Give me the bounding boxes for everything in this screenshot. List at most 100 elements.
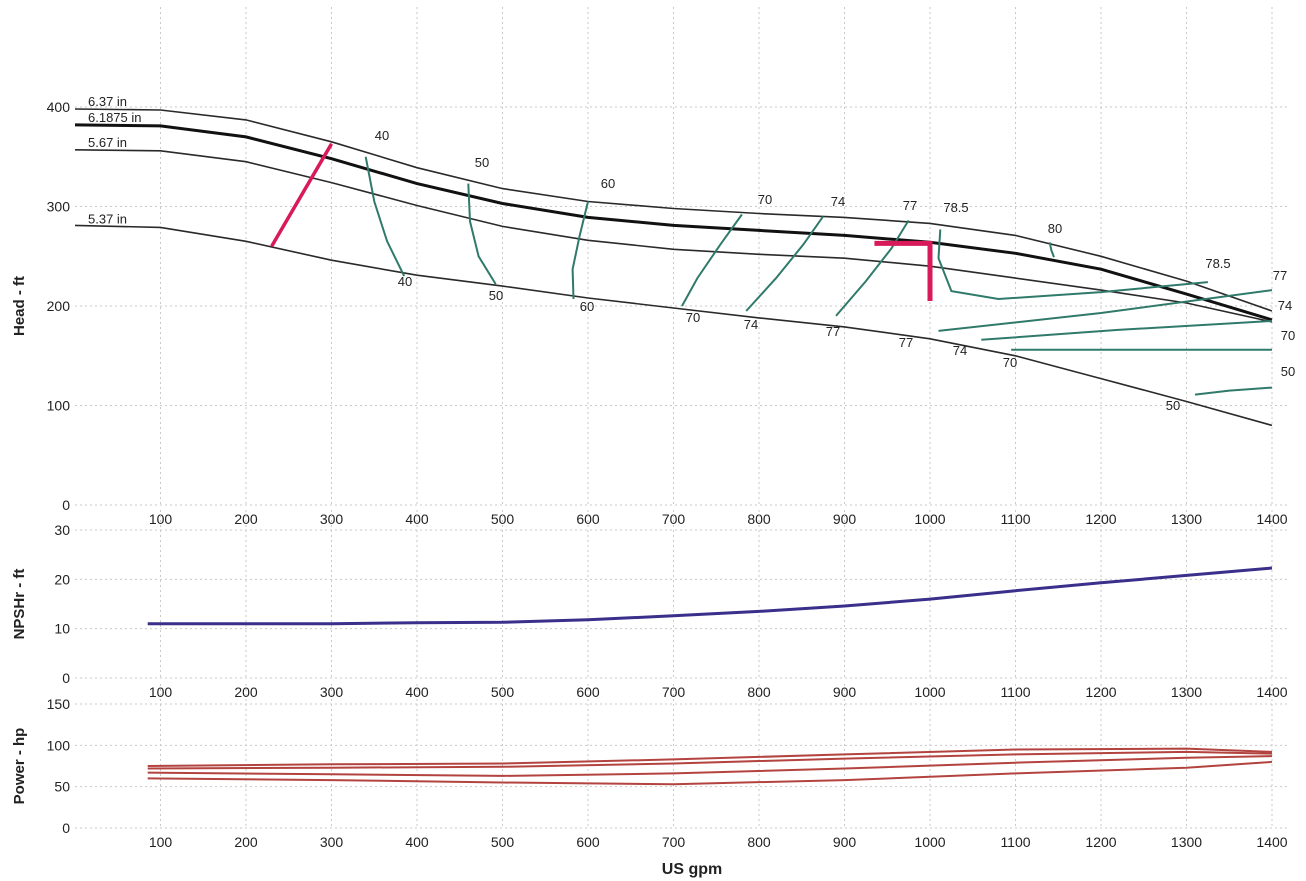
x-tick-label: 800 bbox=[747, 511, 771, 527]
power-curve bbox=[147, 750, 1273, 770]
x-tick-label: 1300 bbox=[1171, 834, 1202, 850]
y-tick-label: 100 bbox=[47, 737, 71, 753]
x-tick-label: 1200 bbox=[1085, 684, 1116, 700]
efficiency-curve bbox=[745, 215, 824, 312]
efficiency-curve bbox=[1048, 242, 1055, 258]
efficiency-label: 77 bbox=[899, 335, 913, 350]
y-tick-label: 50 bbox=[54, 779, 70, 795]
efficiency-label: 70 bbox=[758, 192, 772, 207]
impeller-curve bbox=[74, 149, 1273, 323]
x-tick-label: 700 bbox=[662, 511, 686, 527]
efficiency-curve bbox=[835, 219, 910, 317]
x-tick-label: 1000 bbox=[914, 834, 945, 850]
y-tick-label: 20 bbox=[54, 571, 70, 587]
impeller-curve bbox=[74, 224, 1273, 427]
power-curve bbox=[147, 760, 1273, 786]
operating-point-marker bbox=[874, 240, 933, 302]
y-tick-label: 200 bbox=[47, 298, 71, 314]
x-tick-label: 200 bbox=[234, 834, 258, 850]
x-tick-label: 1100 bbox=[1000, 834, 1030, 850]
impeller-label: 5.67 in bbox=[88, 135, 127, 150]
y-tick-label: 100 bbox=[47, 398, 71, 414]
y-tick-label: 300 bbox=[47, 199, 71, 215]
efficiency-label: 40 bbox=[398, 274, 412, 289]
x-axis-label: US gpm bbox=[662, 861, 722, 878]
x-tick-label: 300 bbox=[320, 684, 344, 700]
efficiency-label: 74 bbox=[744, 317, 758, 332]
npshr-curve bbox=[147, 566, 1273, 626]
x-tick-label: 1400 bbox=[1256, 684, 1287, 700]
efficiency-label: 50 bbox=[475, 155, 489, 170]
y-tick-label: 30 bbox=[54, 522, 70, 538]
x-tick-label: 100 bbox=[149, 684, 173, 700]
efficiency-label: 74 bbox=[953, 343, 967, 358]
x-tick-label: 300 bbox=[320, 834, 344, 850]
efficiency-curve bbox=[681, 213, 743, 307]
y-axis-label: NPSHr - ft bbox=[11, 569, 28, 640]
power-curve bbox=[147, 747, 1273, 767]
efficiency-curve bbox=[937, 229, 1208, 301]
x-tick-label: 200 bbox=[234, 684, 258, 700]
impeller-curve bbox=[74, 123, 1273, 322]
x-tick-label: 100 bbox=[149, 511, 173, 527]
efficiency-label: 50 bbox=[1281, 364, 1295, 379]
x-tick-label: 400 bbox=[405, 834, 429, 850]
x-tick-label: 1100 bbox=[1000, 684, 1030, 700]
x-tick-label: 700 bbox=[662, 834, 686, 850]
efficiency-label: 70 bbox=[686, 310, 700, 325]
x-tick-label: 1200 bbox=[1085, 511, 1116, 527]
y-tick-label: 150 bbox=[47, 696, 71, 712]
x-tick-label: 1400 bbox=[1256, 834, 1287, 850]
efficiency-label: 80 bbox=[1048, 221, 1062, 236]
x-tick-label: 100 bbox=[149, 834, 173, 850]
x-tick-label: 1000 bbox=[914, 511, 945, 527]
efficiency-curve bbox=[938, 289, 1273, 332]
x-tick-label: 1400 bbox=[1256, 511, 1287, 527]
x-tick-label: 900 bbox=[833, 834, 857, 850]
impeller-label: 6.1875 in bbox=[88, 110, 142, 125]
y-tick-label: 0 bbox=[62, 820, 70, 836]
x-tick-label: 400 bbox=[405, 511, 429, 527]
x-tick-label: 600 bbox=[576, 834, 600, 850]
min-flow-line bbox=[270, 142, 334, 248]
efficiency-label: 74 bbox=[1278, 298, 1292, 313]
efficiency-label: 60 bbox=[580, 299, 594, 314]
x-tick-label: 600 bbox=[576, 511, 600, 527]
x-tick-label: 1000 bbox=[914, 684, 945, 700]
efficiency-label: 50 bbox=[489, 288, 503, 303]
impeller-curve bbox=[74, 108, 1273, 312]
x-tick-label: 500 bbox=[491, 834, 515, 850]
y-tick-label: 10 bbox=[54, 621, 70, 637]
y-tick-label: 0 bbox=[62, 497, 70, 513]
x-tick-label: 700 bbox=[662, 684, 686, 700]
x-tick-label: 500 bbox=[491, 684, 515, 700]
efficiency-label: 50 bbox=[1166, 398, 1180, 413]
x-tick-label: 800 bbox=[747, 834, 771, 850]
efficiency-label: 60 bbox=[601, 176, 615, 191]
efficiency-curve bbox=[571, 201, 589, 300]
y-axis-label: Power - hp bbox=[11, 728, 28, 805]
x-tick-label: 200 bbox=[234, 511, 258, 527]
efficiency-label: 78.5 bbox=[943, 200, 968, 215]
efficiency-label: 77 bbox=[1273, 268, 1287, 283]
efficiency-curve bbox=[981, 319, 1273, 341]
x-tick-label: 800 bbox=[747, 684, 771, 700]
x-tick-label: 900 bbox=[833, 684, 857, 700]
efficiency-curve bbox=[1194, 386, 1273, 396]
x-tick-label: 1200 bbox=[1085, 834, 1116, 850]
panel-1: 0 100 200 300 400 100 200 300 400 500 600 700 800 900… bbox=[11, 7, 1295, 527]
x-tick-label: 600 bbox=[576, 684, 600, 700]
efficiency-curve bbox=[364, 156, 406, 277]
x-tick-label: 300 bbox=[320, 511, 344, 527]
y-axis-label: Head - ft bbox=[11, 276, 28, 336]
x-tick-label: 1100 bbox=[1000, 511, 1030, 527]
x-tick-label: 1300 bbox=[1171, 684, 1202, 700]
x-tick-label: 400 bbox=[405, 684, 429, 700]
panel-3: 0 50 100 150 100 200 300 400 500 600 700 800 900 1000… bbox=[11, 684, 1290, 878]
efficiency-curve bbox=[467, 183, 497, 285]
efficiency-label: 70 bbox=[1281, 328, 1295, 343]
efficiency-label: 70 bbox=[1003, 355, 1017, 370]
x-tick-label: 1300 bbox=[1171, 511, 1202, 527]
